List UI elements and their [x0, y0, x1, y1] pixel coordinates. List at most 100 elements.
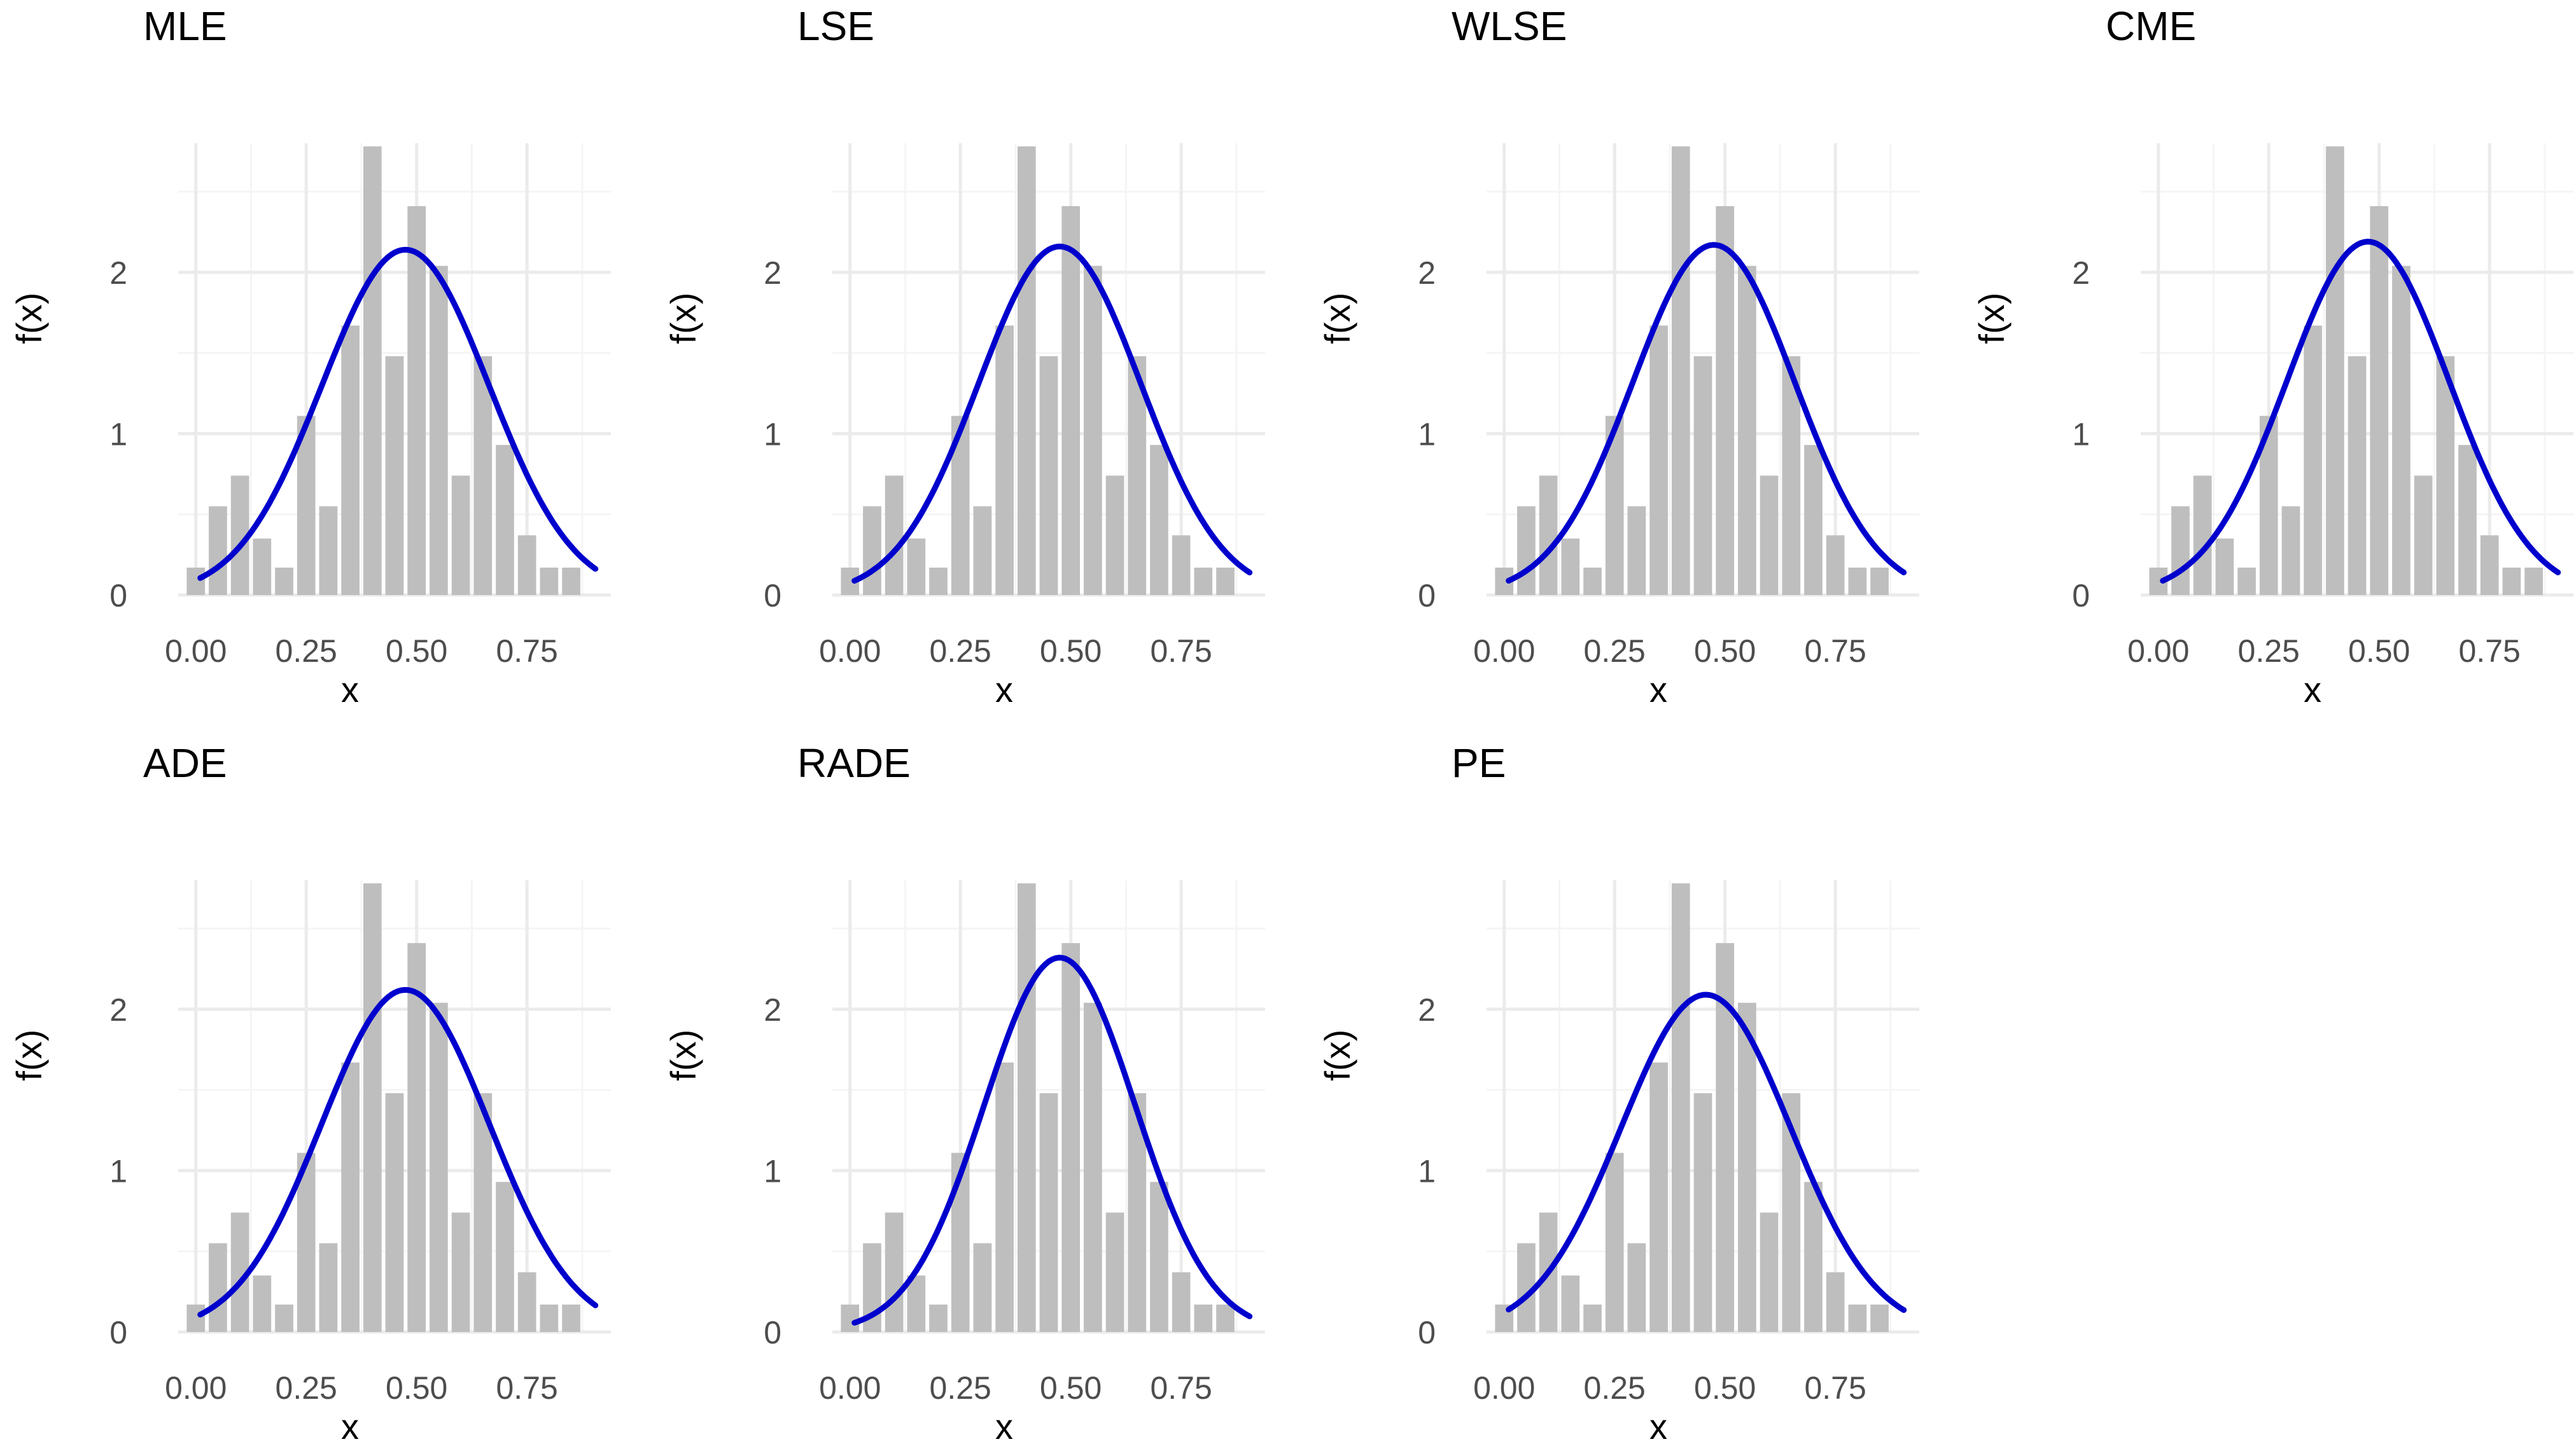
y-tick-label: 1 [109, 1153, 127, 1189]
histogram-bar [407, 943, 426, 1332]
histogram-bar [863, 506, 881, 595]
histogram-bar [1848, 1304, 1867, 1332]
histogram-bar [1716, 206, 1735, 596]
histogram-bar [1804, 445, 1823, 595]
panel-mle: MLE 0.00 0.25 0.50 0.75 0 1 2 x f(x) [9, 3, 611, 710]
histogram-bar [1084, 265, 1102, 595]
histogram-bar [973, 506, 992, 595]
histogram-bar [430, 1002, 448, 1332]
x-tick-label: 0.75 [496, 633, 557, 669]
histogram-bar [2524, 567, 2543, 595]
histogram-bar [1194, 567, 1213, 595]
histogram-bar [1760, 1212, 1779, 1332]
x-axis-title: x [995, 669, 1013, 710]
x-tick-label: 0.25 [2238, 633, 2300, 669]
density-curve [197, 987, 599, 1318]
histogram-bar [275, 1304, 293, 1332]
x-tick-label: 0.50 [386, 1370, 447, 1406]
y-tick-label: 1 [2072, 416, 2090, 452]
histogram-bar [1150, 1182, 1168, 1332]
panel-pe: PE 0.00 0.25 0.50 0.75 0 1 2 x f(x) [1317, 740, 1919, 1447]
x-tick-label: 0.75 [1150, 633, 1212, 669]
histogram-bar [1870, 567, 1889, 595]
y-tick-label: 1 [1418, 416, 1436, 452]
histogram-bar [2325, 146, 2344, 596]
x-tick-label: 0.50 [1694, 1370, 1756, 1406]
histogram-bar [1539, 475, 1558, 595]
y-tick-label: 0 [764, 578, 781, 613]
panel-title: PE [1452, 740, 1506, 786]
panel-ade: ADE 0.00 0.25 0.50 0.75 0 1 2 x f(x) [9, 740, 611, 1447]
y-axis-title: f(x) [9, 293, 49, 344]
histogram-bar [929, 567, 948, 595]
histogram-bar [1627, 1243, 1646, 1332]
x-tick-label: 0.75 [1150, 1370, 1212, 1406]
histogram-bar [973, 1243, 992, 1332]
y-tick-label: 2 [764, 255, 781, 291]
histogram-bar [2171, 506, 2190, 595]
histogram-bar [1194, 1304, 1213, 1332]
density-curve [2160, 239, 2561, 584]
histogram-bar [385, 1093, 404, 1332]
x-tick-label: 0.00 [1473, 633, 1535, 669]
x-tick-label: 0.25 [930, 633, 991, 669]
histogram-bar [1627, 506, 1646, 595]
panel-title: RADE [797, 740, 911, 786]
histogram-bar [1760, 475, 1779, 595]
histogram-bar [1150, 445, 1168, 595]
histogram-bar [885, 1212, 904, 1332]
histogram-bar [253, 1275, 272, 1332]
histogram-bar [363, 883, 382, 1332]
x-axis-title: x [1649, 1406, 1667, 1447]
histogram-bar [517, 1272, 536, 1332]
histogram-bar [1039, 1093, 1058, 1332]
y-tick-label: 0 [1418, 578, 1436, 613]
histogram-bar [186, 567, 206, 595]
y-tick-label: 0 [109, 1315, 127, 1350]
x-tick-label: 0.50 [386, 633, 447, 669]
histogram-bar [1061, 206, 1081, 596]
x-tick-label: 0.00 [165, 1370, 227, 1406]
histogram-bar [385, 356, 404, 595]
x-tick-label: 0.00 [819, 1370, 881, 1406]
y-tick-label: 0 [109, 578, 127, 613]
x-tick-label: 0.50 [1040, 1370, 1102, 1406]
x-tick-label: 0.00 [1473, 1370, 1535, 1406]
y-tick-label: 0 [1418, 1315, 1436, 1350]
x-tick-label: 0.00 [2127, 633, 2189, 669]
y-tick-label: 2 [1418, 255, 1436, 291]
histogram-bar [209, 1243, 227, 1332]
y-tick-label: 1 [109, 416, 127, 452]
histogram-bar [540, 1304, 559, 1332]
histogram-bar [1105, 475, 1124, 595]
histogram-bar [2237, 567, 2256, 595]
histogram-bar [2348, 356, 2367, 595]
panel-rade: RADE 0.00 0.25 0.50 0.75 0 1 2 x f(x) [663, 740, 1265, 1447]
histogram-bar [2502, 567, 2521, 595]
y-tick-label: 2 [109, 255, 127, 291]
histogram-bar [1017, 883, 1036, 1332]
y-tick-label: 0 [2072, 578, 2090, 613]
panel-title: LSE [797, 3, 874, 49]
panel-cme: CME 0.00 0.25 0.50 0.75 0 1 2 x f(x) [1971, 3, 2573, 710]
histogram-bar [907, 1275, 926, 1332]
y-axis-title: f(x) [1317, 1030, 1357, 1081]
histogram-bar [1084, 1002, 1102, 1332]
y-axis-title: f(x) [1971, 293, 2012, 344]
x-axis-title: x [341, 1406, 359, 1447]
histogram-bar [209, 506, 227, 595]
y-axis-title: f(x) [1317, 293, 1357, 344]
histogram-bar [540, 567, 559, 595]
histogram-bar [1216, 567, 1235, 595]
histogram-bar [929, 1304, 948, 1332]
histogram-bar [2281, 506, 2300, 595]
histogram-bar [1870, 1304, 1889, 1332]
histogram-bar [1061, 943, 1081, 1332]
histogram-bar [2414, 475, 2433, 595]
histogram-bar [562, 567, 580, 595]
histogram-bar [995, 325, 1014, 595]
histogram-bar [1605, 1153, 1624, 1332]
histogram-bar [1039, 356, 1058, 595]
histogram-bar [341, 1062, 360, 1332]
histogram-bar [363, 146, 382, 596]
